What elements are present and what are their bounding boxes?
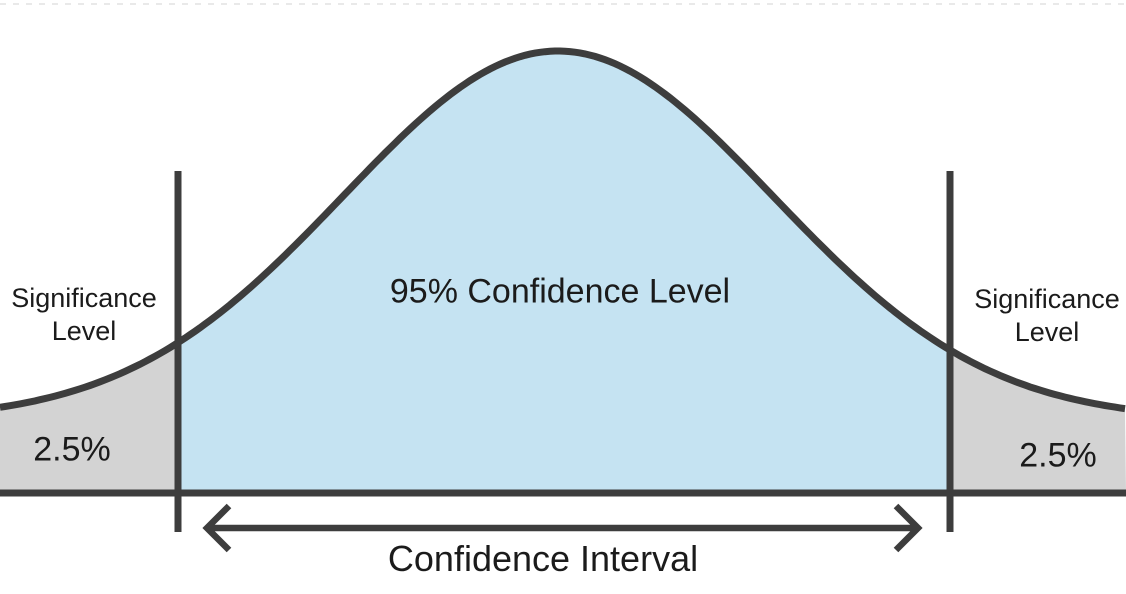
left-significance-line1: Significance — [11, 283, 157, 314]
confidence-interval-arrow — [202, 503, 923, 553]
center-area-fill — [178, 51, 950, 493]
confidence-interval-label: Confidence Interval — [387, 538, 699, 579]
top-edge-divider — [0, 3, 1126, 5]
bell-curve-line — [0, 47, 1126, 413]
right-tail-percentage: 2.5% — [1019, 436, 1097, 475]
right-significance-line1: Significance — [974, 284, 1120, 315]
left-tail-percentage: 2.5% — [33, 430, 111, 469]
right-significance-line2: Level — [1014, 317, 1080, 347]
confidence-level-label: 95% Confidence Level — [389, 272, 731, 311]
left-significance-line2: Level — [51, 316, 117, 346]
left-significance-label: Significance Level — [11, 282, 157, 348]
right-significance-label: Significance Level — [974, 283, 1120, 349]
